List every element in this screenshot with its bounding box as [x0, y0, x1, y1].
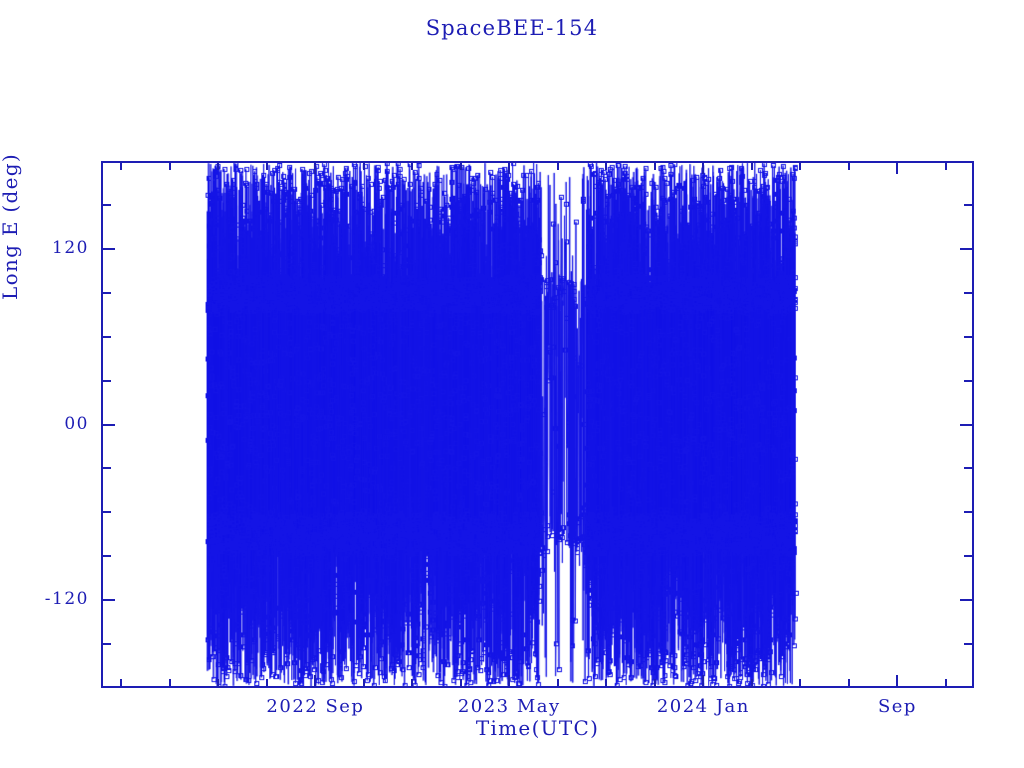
- y-tick-minor-right: [964, 643, 973, 646]
- x-tick-minor: [217, 679, 220, 687]
- plot-frame: [101, 161, 974, 688]
- x-tick-major-top: [702, 162, 705, 174]
- x-tick-minor-top: [799, 162, 802, 170]
- x-tick-minor: [847, 679, 850, 687]
- y-tick-minor-right: [964, 203, 973, 206]
- y-tick-major-right: [960, 247, 973, 250]
- y-tick-major: [102, 599, 115, 602]
- y-tick-minor: [102, 643, 111, 646]
- x-tick-minor: [556, 679, 559, 687]
- x-tick-minor: [168, 679, 171, 687]
- x-tick-major: [508, 675, 511, 687]
- y-tick-major: [102, 247, 115, 250]
- x-tick-minor-top: [750, 162, 753, 170]
- x-tick-major: [314, 675, 317, 687]
- y-tick-minor-right: [964, 335, 973, 338]
- plot-area: [103, 163, 972, 686]
- y-tick-minor: [102, 335, 111, 338]
- x-tick-minor-top: [847, 162, 850, 170]
- x-tick-major: [702, 675, 705, 687]
- x-tick-minor: [799, 679, 802, 687]
- x-axis-label: Time(UTC): [475, 716, 600, 740]
- page-title: SpaceBEE-154: [425, 16, 599, 40]
- x-tick-major: [896, 675, 899, 687]
- x-tick-minor: [605, 679, 608, 687]
- x-tick-minor-top: [653, 162, 656, 170]
- x-tick-minor: [459, 679, 462, 687]
- x-tick-minor-top: [120, 162, 123, 170]
- x-tick-minor-top: [217, 162, 220, 170]
- y-tick-minor: [102, 203, 111, 206]
- x-tick-minor: [411, 679, 414, 687]
- x-tick-minor-top: [265, 162, 268, 170]
- x-tick-label: Sep: [877, 696, 917, 717]
- x-tick-minor: [362, 679, 365, 687]
- y-tick-minor-right: [964, 511, 973, 514]
- x-tick-minor-top: [556, 162, 559, 170]
- x-tick-minor-top: [168, 162, 171, 170]
- x-tick-major-top: [896, 162, 899, 174]
- y-tick-minor: [102, 511, 111, 514]
- y-tick-minor: [102, 467, 111, 470]
- x-tick-major-top: [314, 162, 317, 174]
- x-tick-major-top: [508, 162, 511, 174]
- x-tick-minor-top: [944, 162, 947, 170]
- y-tick-minor-right: [964, 291, 973, 294]
- x-tick-label: 2022 Sep: [266, 696, 365, 717]
- y-tick-major-right: [960, 599, 973, 602]
- x-tick-label: 2023 May: [457, 696, 561, 717]
- y-tick-label: -120: [44, 589, 89, 610]
- x-tick-minor-top: [605, 162, 608, 170]
- y-tick-minor: [102, 379, 111, 382]
- y-tick-major: [102, 423, 115, 426]
- x-tick-minor: [265, 679, 268, 687]
- x-tick-minor: [750, 679, 753, 687]
- y-tick-minor-right: [964, 467, 973, 470]
- x-tick-minor-top: [459, 162, 462, 170]
- y-tick-label: 120: [52, 237, 89, 258]
- x-tick-label: 2024 Jan: [656, 696, 750, 717]
- x-tick-minor-top: [411, 162, 414, 170]
- y-tick-major-right: [960, 423, 973, 426]
- y-tick-minor-right: [964, 555, 973, 558]
- y-tick-label: 00: [64, 413, 89, 434]
- y-tick-minor: [102, 555, 111, 558]
- x-tick-minor: [120, 679, 123, 687]
- y-tick-minor: [102, 291, 111, 294]
- x-tick-minor-top: [362, 162, 365, 170]
- x-tick-minor: [944, 679, 947, 687]
- x-tick-minor: [653, 679, 656, 687]
- y-tick-minor-right: [964, 379, 973, 382]
